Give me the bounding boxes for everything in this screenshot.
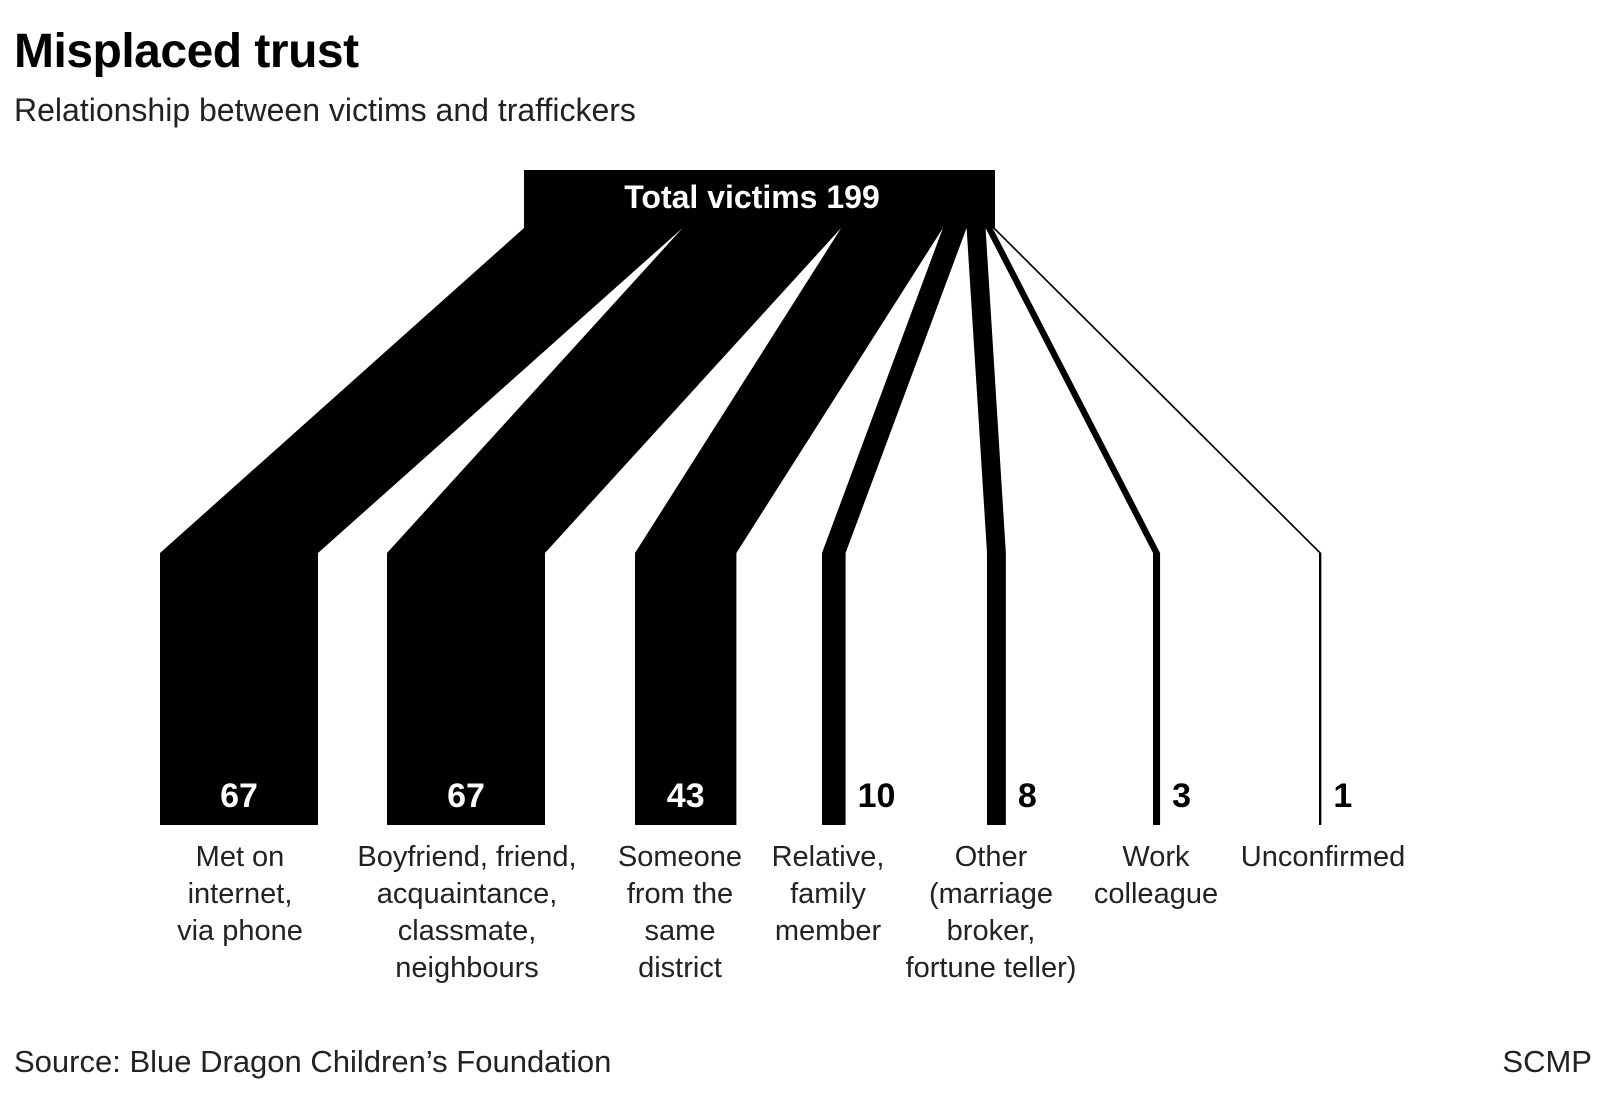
category-label-1: Met on internet, via phone xyxy=(177,841,303,947)
value-label-6: 3 xyxy=(1172,777,1191,815)
flow-group xyxy=(160,228,1322,825)
category-label-6: Work colleague xyxy=(1094,841,1218,910)
flow-5 xyxy=(966,228,1006,825)
category-label-2: Boyfriend, friend, acquaintance, classmate… xyxy=(357,841,576,984)
flow-1 xyxy=(160,228,683,825)
value-label-7: 1 xyxy=(1333,777,1352,815)
flow-2 xyxy=(387,228,842,825)
chart-subtitle: Relationship between victims and traffic… xyxy=(14,92,636,128)
category-label-5: Other (marriage broker, fortune teller) xyxy=(906,841,1077,984)
chart-title: Misplaced trust xyxy=(14,25,359,78)
flow-4 xyxy=(822,228,967,825)
total-label: Total victims 199 xyxy=(624,179,880,215)
brand-label: SCMP xyxy=(1502,1044,1592,1079)
category-label-4: Relative, family member xyxy=(772,841,885,947)
value-label-3: 43 xyxy=(667,777,705,815)
value-label-1: 67 xyxy=(220,777,258,815)
category-label-3: Someone from the same district xyxy=(618,841,742,984)
category-label-7: Unconfirmed xyxy=(1241,841,1405,873)
value-label-4: 10 xyxy=(858,777,896,815)
value-label-2: 67 xyxy=(447,777,485,815)
total-node xyxy=(524,170,995,228)
flow-3 xyxy=(635,228,943,825)
flow-6 xyxy=(985,228,1161,825)
value-label-5: 8 xyxy=(1018,777,1037,815)
source-note: Source: Blue Dragon Children’s Foundatio… xyxy=(14,1044,612,1079)
label-group: 67 Met on internet, via phone 67 Boyfriend, f… xyxy=(177,777,1405,984)
